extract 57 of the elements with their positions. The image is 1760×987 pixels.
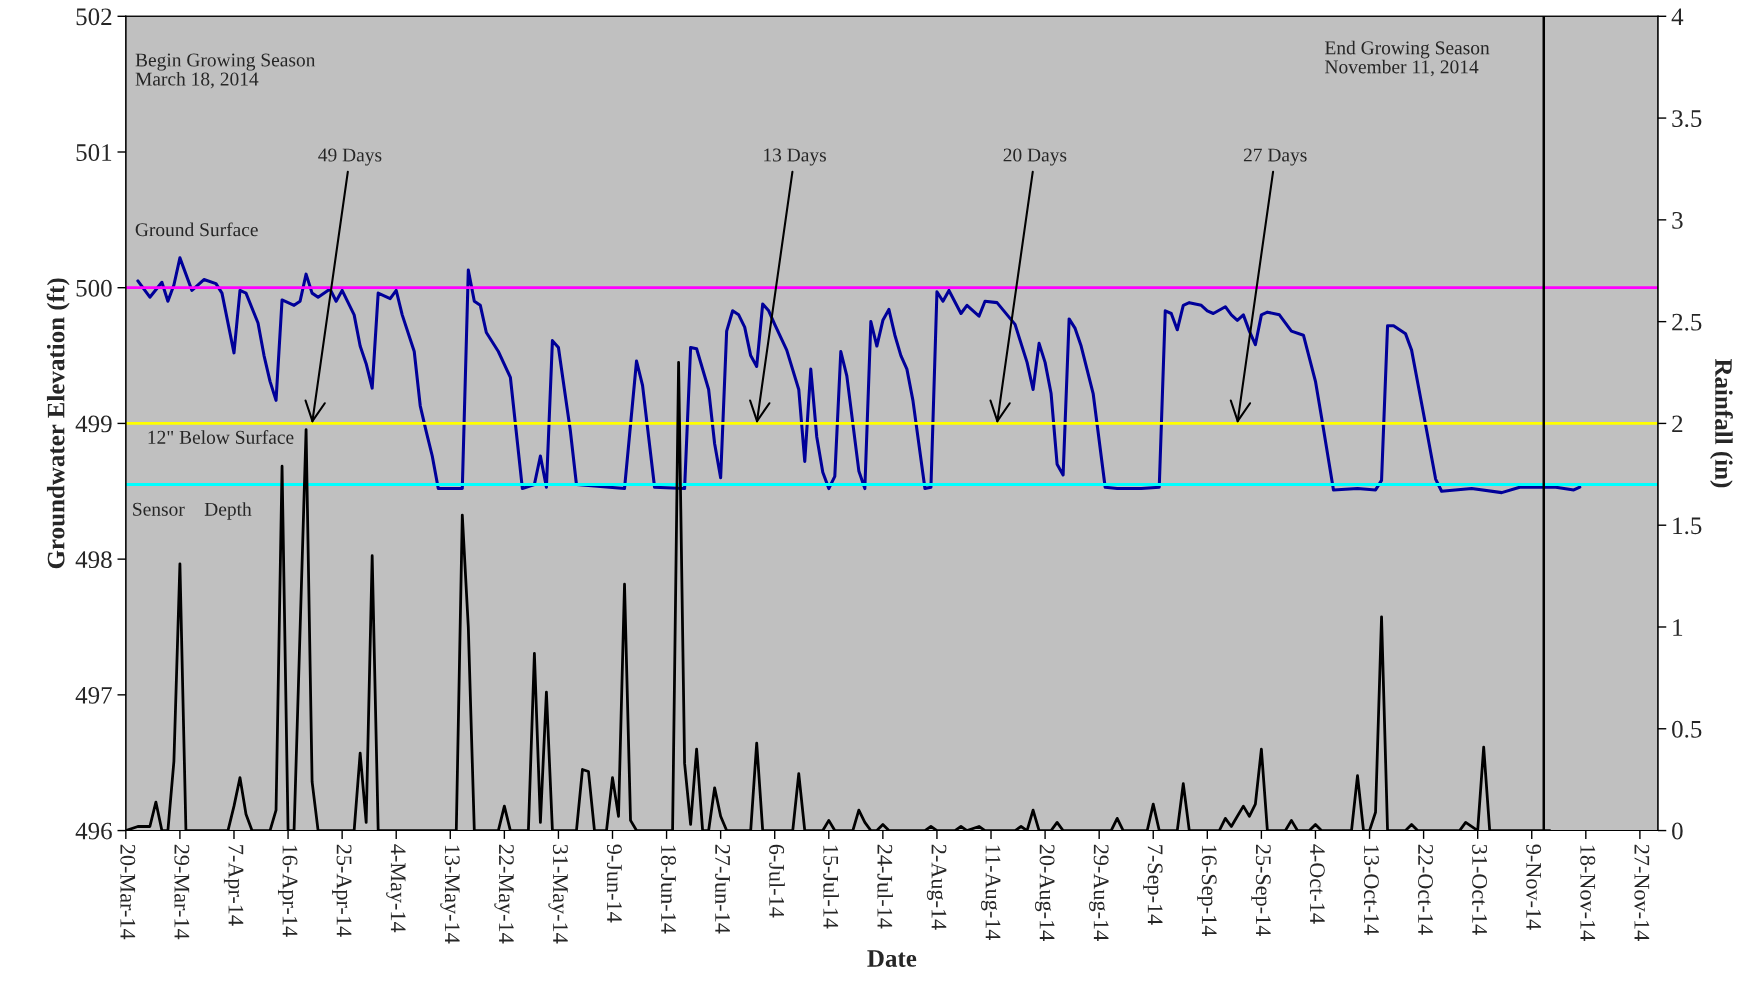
x-tick-label: 22-May-14	[494, 844, 514, 944]
x-tick-label: 31-Oct-14	[1472, 844, 1488, 935]
x-tick-label: 7-Apr-14	[223, 845, 244, 926]
y2-tick-label: 1.5	[1673, 517, 1702, 535]
x-axis-title: Date	[867, 950, 917, 967]
ref-line-label: Sensor Depth	[133, 502, 252, 520]
x-tick-label: 27-Nov-14	[1634, 844, 1650, 941]
x-tick-label: 11-Aug-14	[980, 845, 1001, 941]
x-tick-label: 7-Sep-14	[1143, 845, 1163, 925]
x-tick-label: 13-May-14	[440, 845, 460, 944]
x-tick-label: 25-Sep-14	[1251, 844, 1271, 936]
x-tick-label: 6-Jul-14	[769, 844, 785, 918]
y-tick-label: 501	[76, 144, 112, 161]
annotation: 49 Days	[318, 148, 382, 166]
x-tick-label: 20-Mar-14	[120, 844, 136, 940]
y2-tick-label: 3.5	[1672, 110, 1702, 128]
x-tick-label: 4-May-14	[386, 844, 406, 933]
y2-tick-label: 4	[1671, 8, 1684, 25]
x-tick-label: 31-May-14	[548, 844, 568, 944]
ref-line-label: End Growing Season November 11, 2014	[1325, 40, 1490, 77]
y-tick-label: 499	[75, 415, 112, 433]
annotation: 13 Days	[764, 148, 826, 166]
x-tick-label: 24-Jul-14	[877, 844, 893, 929]
y-tick-label: 497	[75, 686, 112, 704]
x-tick-label: 27-Jun-14	[715, 844, 731, 934]
y-tick-label: 498	[75, 551, 112, 569]
y2-tick-label: 0	[1672, 822, 1683, 840]
x-tick-label: 29-Aug-14	[1089, 844, 1109, 941]
x-tick-label: 16-Apr-14	[277, 845, 298, 937]
annotation: Begin Growing Season March 18, 2014	[135, 53, 316, 89]
x-tick-label: 9-Nov-14	[1526, 844, 1542, 930]
x-tick-label: 29-Mar-14	[174, 844, 190, 940]
y2-tick-label: 2	[1672, 415, 1683, 433]
x-tick-label: 15-Jul-14	[823, 845, 839, 929]
y2-tick-label: 0.5	[1672, 720, 1702, 738]
x-tick-label: 18-Jun-14	[661, 845, 677, 934]
y-tick-label: 500	[76, 279, 112, 297]
y2-tick-label: 3	[1672, 211, 1683, 229]
x-tick-label: 16-Sep-14	[1197, 845, 1217, 936]
ref-line-label: 12" Below Surface	[148, 430, 294, 444]
x-tick-label: 9-Jun-14	[606, 844, 622, 923]
y-tick-label: 502	[76, 8, 112, 26]
x-tick-label: 4-Oct-14	[1309, 844, 1325, 924]
y2-tick-label: 1	[1673, 619, 1683, 636]
x-tick-label: 13-Oct-14	[1363, 845, 1379, 935]
x-tick-label: 18-Nov-14	[1580, 845, 1596, 941]
x-tick-label: 20-Aug-14	[1035, 844, 1055, 941]
y2-tick-label: 2.5	[1672, 313, 1702, 331]
annotation: 20 Days	[1003, 148, 1067, 166]
x-tick-label: 25-Apr-14	[332, 844, 352, 937]
y2-axis-title: Rainfall (in)	[1709, 358, 1733, 488]
y-axis-title: Groundwater Elevation (ft)	[46, 278, 70, 569]
y-tick-label: 496	[75, 822, 112, 840]
x-tick-label: 2-Aug-14	[926, 844, 947, 930]
ref-line-label: Ground Surface	[135, 222, 258, 237]
annotation: 27 Days	[1243, 148, 1307, 166]
x-tick-label: 22-Oct-14	[1418, 844, 1433, 935]
